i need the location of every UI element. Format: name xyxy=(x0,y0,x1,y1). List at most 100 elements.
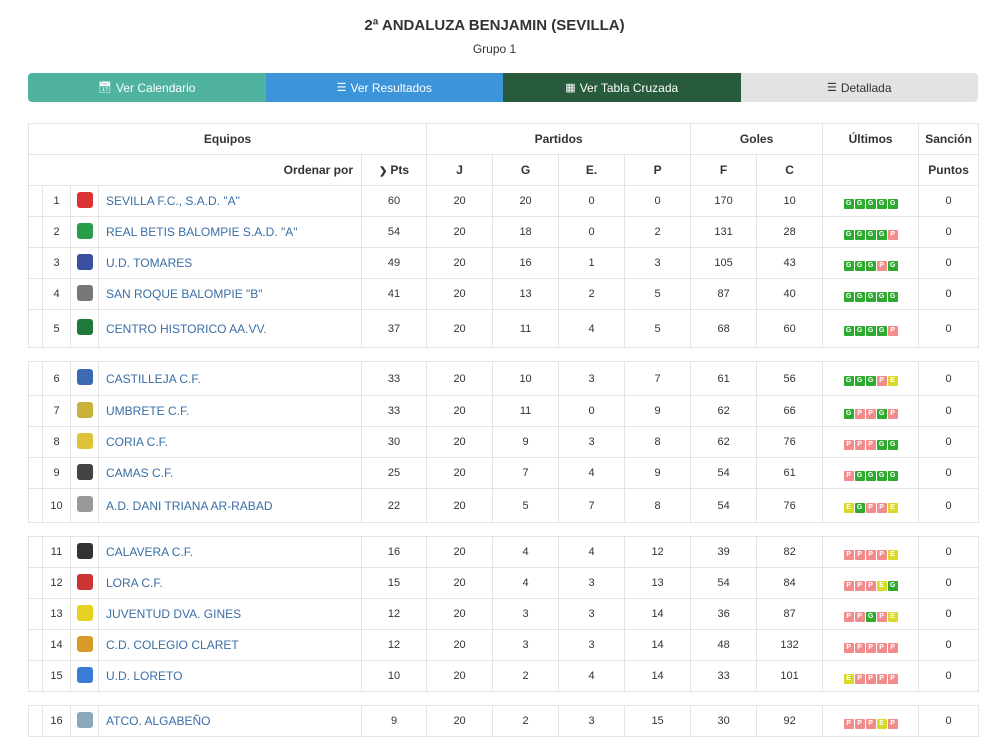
lost: 12 xyxy=(624,536,692,568)
drawn: 3 xyxy=(558,567,626,599)
sanction-points: 0 xyxy=(918,395,980,427)
team-crest-icon xyxy=(76,222,93,239)
team-name-link[interactable]: CALAVERA C.F. xyxy=(98,536,362,568)
header-puntos: Puntos xyxy=(918,154,980,186)
form-badge: P xyxy=(865,439,876,450)
ver-resultados-button[interactable]: ☰ Ver Resultados xyxy=(265,73,503,102)
goals-for: 54 xyxy=(690,567,758,599)
row-spacer xyxy=(28,705,43,737)
goals-for: 68 xyxy=(690,309,758,348)
goals-against: 43 xyxy=(756,247,824,279)
team-name-link[interactable]: JUVENTUD DVA. GINES xyxy=(98,598,362,630)
lost: 9 xyxy=(624,395,692,427)
form-badge: G xyxy=(887,198,898,209)
team-name-link[interactable]: CASTILLEJA C.F. xyxy=(98,361,362,396)
played: 20 xyxy=(426,598,494,630)
won: 10 xyxy=(492,361,560,396)
sanction-points: 0 xyxy=(918,361,980,396)
table-row: 13 JUVENTUD DVA. GINES 12 20 3 3 14 36 87 P P G P E 0 xyxy=(28,598,980,630)
won: 4 xyxy=(492,567,560,599)
position: 12 xyxy=(42,567,71,599)
points: 30 xyxy=(360,426,428,458)
team-name-link[interactable]: ATCO. ALGABEÑO xyxy=(98,705,362,737)
form-badge: G xyxy=(865,260,876,271)
ver-tabla-cruzada-button[interactable]: ▦ Ver Tabla Cruzada xyxy=(503,73,741,102)
won: 5 xyxy=(492,488,560,523)
row-spacer xyxy=(28,598,43,630)
team-name-link[interactable]: A.D. DANI TRIANA AR-RABAD xyxy=(98,488,362,523)
drawn: 7 xyxy=(558,488,626,523)
form-badge: P xyxy=(876,260,887,271)
team-crest-icon xyxy=(76,573,93,590)
goals-against: 61 xyxy=(756,457,824,489)
team-name-link[interactable]: CORIA C.F. xyxy=(98,426,362,458)
goals-for: 39 xyxy=(690,536,758,568)
position: 3 xyxy=(42,247,71,279)
team-name-link[interactable]: CAMAS C.F. xyxy=(98,457,362,489)
form-badge: G xyxy=(843,408,854,419)
table-row: 8 CORIA C.F. 30 20 9 3 8 62 76 P P P G G 0 xyxy=(28,426,980,458)
detallada-button[interactable]: ☰ Detallada xyxy=(740,73,978,102)
sort-pts-header[interactable]: ❯ Pts xyxy=(360,154,428,186)
sanction-points: 0 xyxy=(918,278,980,310)
team-name-link[interactable]: REAL BETIS BALOMPIE S.A.D. "A" xyxy=(98,216,362,248)
table-row: 2 REAL BETIS BALOMPIE S.A.D. "A" 54 20 18 0 2 1… xyxy=(28,216,980,248)
team-name-link[interactable]: CENTRO HISTORICO AA.VV. xyxy=(98,309,362,348)
drawn: 2 xyxy=(558,278,626,310)
form-badge: P xyxy=(854,408,865,419)
position: 6 xyxy=(42,361,71,396)
lost: 15 xyxy=(624,705,692,737)
form-badge: P xyxy=(854,718,865,729)
team-name-link[interactable]: LORA C.F. xyxy=(98,567,362,599)
won: 7 xyxy=(492,457,560,489)
goals-against: 66 xyxy=(756,395,824,427)
position: 5 xyxy=(42,309,71,348)
row-spacer xyxy=(28,426,43,458)
group-separator xyxy=(28,347,979,362)
form-badge: P xyxy=(887,673,898,684)
points: 41 xyxy=(360,278,428,310)
sanction-points: 0 xyxy=(918,629,980,661)
header-f: F xyxy=(690,154,758,186)
header-equipos: Equipos xyxy=(27,123,428,155)
group-separator xyxy=(28,691,979,706)
sanction-points: 0 xyxy=(918,567,980,599)
goals-against: 87 xyxy=(756,598,824,630)
team-name-link[interactable]: SEVILLA F.C., S.A.D. "A" xyxy=(98,185,362,217)
won: 4 xyxy=(492,536,560,568)
team-name-link[interactable]: C.D. COLEGIO CLARET xyxy=(98,629,362,661)
ver-calendario-button[interactable]: 📅︎ Ver Calendario xyxy=(28,73,266,102)
team-crest-cell xyxy=(70,278,99,310)
team-crest-cell xyxy=(70,660,99,692)
form-badge: P xyxy=(843,718,854,729)
team-crest-cell xyxy=(70,536,99,568)
lost: 2 xyxy=(624,216,692,248)
form-badge: G xyxy=(854,291,865,302)
goals-for: 170 xyxy=(690,185,758,217)
goals-for: 54 xyxy=(690,457,758,489)
won: 18 xyxy=(492,216,560,248)
won: 2 xyxy=(492,705,560,737)
team-name-link[interactable]: SAN ROQUE BALOMPIE "B" xyxy=(98,278,362,310)
drawn: 0 xyxy=(558,185,626,217)
form-badge: G xyxy=(865,291,876,302)
team-name-link[interactable]: U.D. TOMARES xyxy=(98,247,362,279)
form-badge: P xyxy=(876,503,887,513)
form-badge: P xyxy=(876,376,887,386)
goals-for: 62 xyxy=(690,426,758,458)
won: 2 xyxy=(492,660,560,692)
team-name-link[interactable]: UMBRETE C.F. xyxy=(98,395,362,427)
team-crest-icon xyxy=(76,191,93,208)
form-badge: G xyxy=(865,229,876,240)
team-name-link[interactable]: U.D. LORETO xyxy=(98,660,362,692)
row-spacer xyxy=(28,278,43,310)
played: 20 xyxy=(426,457,494,489)
points: 12 xyxy=(360,629,428,661)
table-icon: ▦ xyxy=(565,82,576,94)
form-badge: G xyxy=(854,198,865,209)
